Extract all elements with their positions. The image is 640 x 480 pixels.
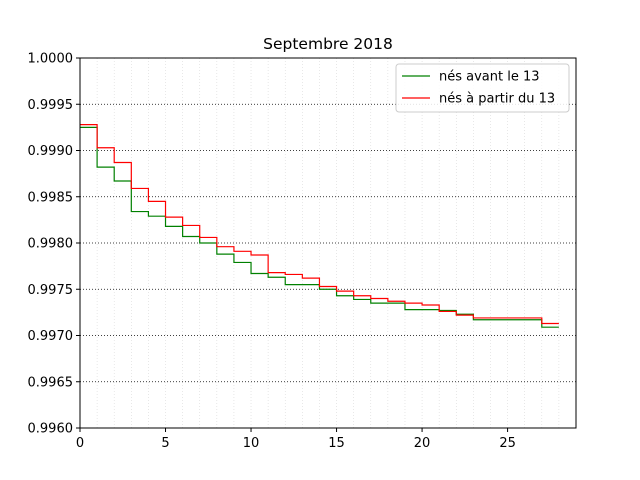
x-tick-label: 15 <box>328 436 345 451</box>
chart-title: Septembre 2018 <box>263 35 393 53</box>
y-tick-label: 0.9985 <box>28 190 74 205</box>
series-line-2 <box>80 124 559 325</box>
y-tick-label: 0.9970 <box>28 329 74 344</box>
y-tick-label: 0.9990 <box>28 144 74 159</box>
x-tick-label: 5 <box>161 436 169 451</box>
x-tick-label: 25 <box>499 436 516 451</box>
series-layer <box>80 124 559 328</box>
x-tick-label: 0 <box>76 436 84 451</box>
y-tick-label: 0.9995 <box>28 98 74 113</box>
x-axis: 0 5 10 15 20 25 <box>76 428 516 451</box>
y-tick-label: 0.9975 <box>28 283 74 298</box>
y-tick-label: 0.9960 <box>28 422 74 437</box>
legend-label-2: nés à partir du 13 <box>439 92 555 107</box>
legend-box <box>395 63 570 113</box>
y-axis: 0.9960 0.9965 0.9970 0.9975 0.9980 0.9985 0.99… <box>28 52 80 437</box>
legend-label-1: nés avant le 13 <box>439 70 540 85</box>
y-tick-label: 1.0000 <box>28 52 74 67</box>
y-tick-label: 0.9980 <box>28 237 74 252</box>
y-tick-label: 0.9965 <box>28 375 74 390</box>
x-tick-label: 10 <box>243 436 260 451</box>
x-tick-label: 20 <box>414 436 431 451</box>
legend: nés avant le 13 nés à partir du 13 <box>395 63 570 113</box>
